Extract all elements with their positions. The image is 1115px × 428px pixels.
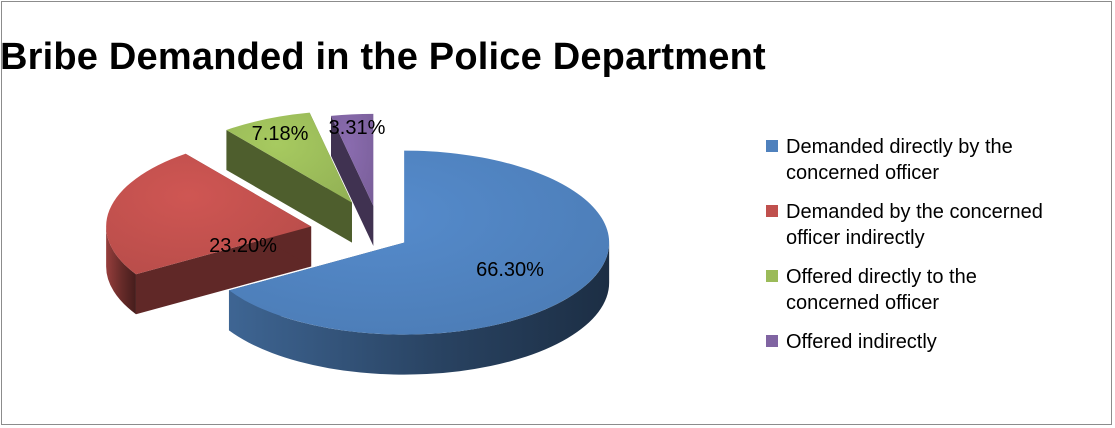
legend-label: officer indirectly — [786, 227, 925, 249]
pie-chart: 66.30% 23.20% 7.18% 3.31% — [106, 112, 610, 375]
legend-item-demanded-directly: Demanded directly by the concerned offic… — [766, 134, 1106, 186]
legend-label: concerned officer — [786, 162, 940, 184]
chart-title: Bribe Demanded in the Police Department — [0, 36, 766, 78]
pie-slice-demanded-indirectly — [106, 153, 312, 315]
legend-swatch — [766, 205, 778, 217]
legend-label: concerned officer — [786, 292, 940, 314]
legend-swatch — [766, 335, 778, 347]
legend: Demanded directly by the concerned offic… — [766, 134, 1106, 368]
data-label-offered-directly: 7.18% — [252, 123, 309, 145]
data-label-offered-indirectly: 3.31% — [329, 117, 386, 139]
legend-item-demanded-indirectly: Demanded by the concerned officer indire… — [766, 199, 1106, 251]
data-label-demanded-indirectly: 23.20% — [209, 235, 277, 257]
legend-swatch — [766, 270, 778, 282]
legend-label: Offered directly to the — [786, 266, 977, 288]
data-label-demanded-directly: 66.30% — [476, 259, 544, 281]
legend-swatch — [766, 140, 778, 152]
legend-label: Offered indirectly — [786, 331, 937, 353]
legend-label: Demanded directly by the — [786, 136, 1013, 158]
pie-slice-offered-indirectly — [330, 113, 374, 246]
pie-slice-offered-directly — [226, 112, 352, 243]
legend-item-offered-indirectly: Offered indirectly — [766, 329, 1106, 355]
legend-item-offered-directly: Offered directly to the concerned office… — [766, 264, 1106, 316]
legend-label: Demanded by the concerned — [786, 201, 1043, 223]
pie-slice-demanded-directly — [228, 150, 610, 375]
